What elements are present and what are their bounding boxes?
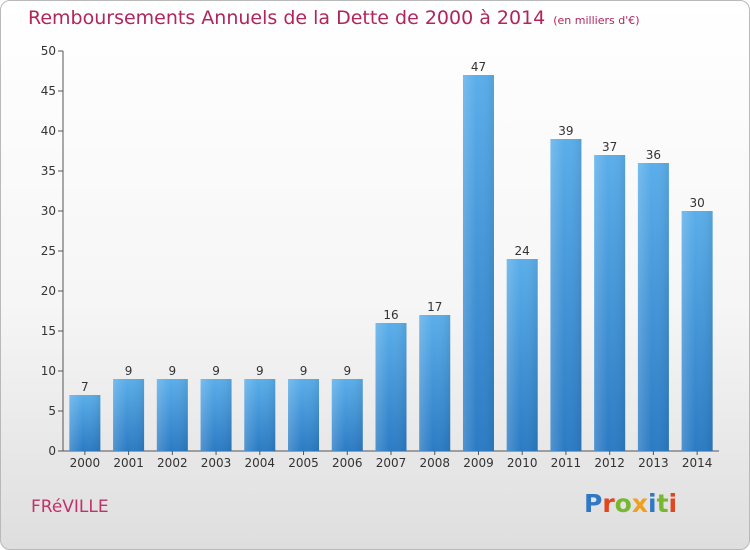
town-name: FRéVILLE — [31, 497, 109, 517]
x-tick-label: 2009 — [463, 456, 494, 470]
y-tick-label: 10 — [41, 364, 56, 378]
bar-shade — [113, 379, 145, 451]
x-tick-label: 2002 — [157, 456, 188, 470]
x-tick-label: 2010 — [507, 456, 538, 470]
bar-shade — [506, 259, 538, 451]
brand-letter: P — [584, 489, 603, 518]
y-tick-label: 25 — [41, 244, 56, 258]
y-tick-label: 0 — [48, 444, 56, 458]
brand-letter: i — [648, 489, 657, 518]
x-tick-label: 2004 — [245, 456, 276, 470]
x-tick-label: 2003 — [201, 456, 232, 470]
bars — [69, 75, 713, 451]
data-label: 9 — [300, 364, 308, 378]
brand-letter: r — [602, 489, 615, 518]
chart-subtitle: (en milliers d'€) — [553, 14, 640, 27]
data-label: 30 — [689, 196, 704, 210]
data-label: 9 — [256, 364, 264, 378]
bar-shade — [69, 395, 101, 451]
data-label: 37 — [602, 140, 617, 154]
bar-shade — [244, 379, 276, 451]
bar-shade — [681, 211, 713, 451]
brand-letter: x — [631, 489, 648, 518]
data-label: 17 — [427, 300, 442, 314]
bar-shade — [637, 163, 669, 451]
data-label: 24 — [515, 244, 530, 258]
bar-shade — [462, 75, 494, 451]
bar-shade — [375, 323, 407, 451]
y-tick-label: 20 — [41, 284, 56, 298]
brand-letter: t — [656, 489, 669, 518]
data-label: 36 — [646, 148, 661, 162]
bar-shade — [156, 379, 188, 451]
x-tick-label: 2012 — [594, 456, 625, 470]
bar-shade — [419, 315, 451, 451]
data-label: 9 — [125, 364, 133, 378]
x-tick-label: 2007 — [376, 456, 407, 470]
x-tick-label: 2001 — [113, 456, 144, 470]
data-labels: 7 9 9 9 9 9 9 16 17 47 24 39 37 36 30 — [81, 60, 705, 394]
bar-shade — [594, 155, 626, 451]
y-tick-label: 50 — [41, 44, 56, 58]
data-label: 9 — [169, 364, 177, 378]
bar-shade — [331, 379, 363, 451]
brand-letter: o — [614, 489, 632, 518]
data-label: 16 — [383, 308, 398, 322]
data-label: 9 — [343, 364, 351, 378]
y-tick-label: 45 — [41, 84, 56, 98]
x-tick-label: 2014 — [682, 456, 713, 470]
bar-shade — [288, 379, 320, 451]
chart-title: Remboursements Annuels de la Dette de 20… — [28, 7, 546, 29]
y-tick-label: 30 — [41, 204, 56, 218]
bar-shade — [200, 379, 232, 451]
title-row: Remboursements Annuels de la Dette de 20… — [28, 7, 640, 29]
y-tick-label: 5 — [48, 404, 56, 418]
y-tick-label: 35 — [41, 164, 56, 178]
data-label: 9 — [212, 364, 220, 378]
data-label: 7 — [81, 380, 89, 394]
y-tick-label: 15 — [41, 324, 56, 338]
x-tick-label: 2013 — [638, 456, 669, 470]
data-label: 47 — [471, 60, 486, 74]
data-label: 39 — [558, 124, 573, 138]
x-tick-label: 2006 — [332, 456, 363, 470]
x-tick-label: 2000 — [70, 456, 101, 470]
brand-logo: Proxiti — [584, 489, 677, 518]
y-tick-label: 40 — [41, 124, 56, 138]
brand-letter: i — [668, 489, 678, 518]
x-tick-label: 2005 — [288, 456, 319, 470]
x-tick-label: 2008 — [419, 456, 450, 470]
x-tick-label: 2011 — [551, 456, 582, 470]
bar-shade — [550, 139, 582, 451]
